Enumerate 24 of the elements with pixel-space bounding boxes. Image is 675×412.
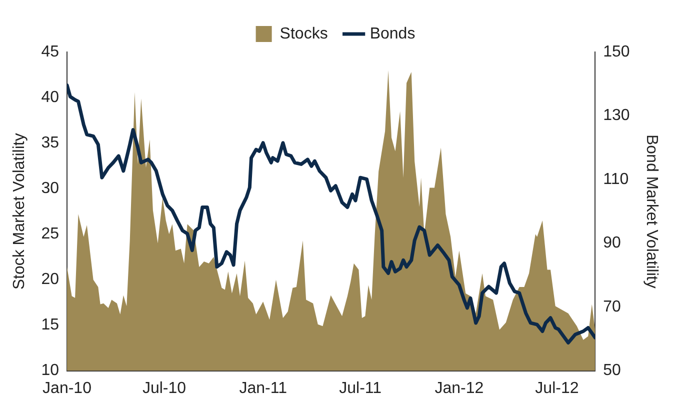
y-tick-label: 15 [41,316,60,334]
x-tick-label: Jul-10 [142,380,186,397]
x-tick-label: Jul-12 [535,380,579,397]
y2-tick-label: 50 [603,362,622,380]
x-tick-label: Jul-11 [339,380,382,397]
x-tick-label: Jan-10 [42,380,92,397]
y2-axis-title: Bond Market Volatility [642,134,660,288]
y2-tick-label: 130 [603,107,630,124]
y2-tick-label: 90 [603,234,622,252]
y2-tick-label: 110 [603,170,629,188]
y-tick-label: 35 [41,134,60,152]
legend-label: Stocks [280,25,328,42]
y-tick-label: 25 [41,226,60,243]
y-tick-label: 10 [41,362,60,380]
x-tick-label: Jan-11 [239,380,288,397]
y2-tick-label: 150 [603,43,630,60]
x-tick-label: Jan-12 [434,380,484,397]
y2-tick-label: 70 [603,298,622,316]
y-axis-title: Stock Market Volatility [11,133,28,290]
y-tick-label: 45 [41,43,60,60]
y-tick-label: 40 [41,88,60,106]
legend-label: Bonds [370,25,416,42]
y-tick-label: 30 [41,180,60,198]
y-tick-label: 20 [41,271,60,288]
